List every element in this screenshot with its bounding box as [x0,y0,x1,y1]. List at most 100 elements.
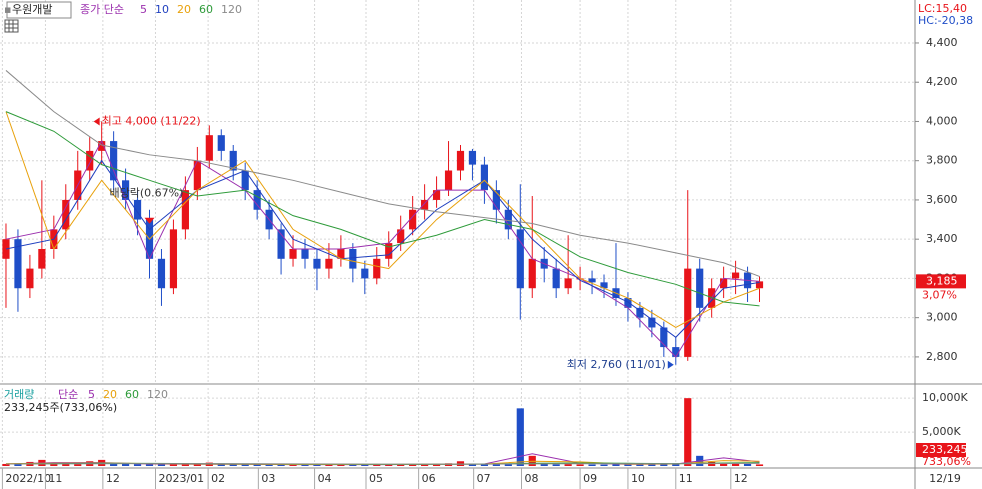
candle-body [528,258,536,289]
last-price-box [916,274,966,289]
volume-bar [2,463,10,466]
table-icon[interactable] [4,19,19,33]
annotation: 최저 2,760 (11/01) [567,358,666,371]
candle-body [205,135,213,161]
volume-bar [50,463,58,466]
volume-bar [169,463,178,466]
volume-bar [325,464,333,466]
candle-body [157,258,166,289]
y-tick-label: 3,800 [926,154,958,167]
candle-body [86,150,94,171]
volume-bar [265,464,273,466]
candle-body [492,190,500,210]
y-tick-label: 3,000 [926,311,958,324]
volume-bar [743,463,752,466]
candle-body [444,170,453,191]
volume-bar [133,464,142,466]
volume-bar [492,464,500,466]
candle-body [14,239,22,289]
volume-bar [660,463,668,466]
volume-bar [229,464,237,466]
volume-bar [576,464,584,466]
candle-body [660,327,668,348]
candle-body [337,248,345,259]
y-tick-label: 10,000K [922,391,968,404]
candle-body [672,347,680,357]
annotation: 배당락(0.67%) [110,187,184,200]
candle-body [480,164,488,191]
x-tick-label: 2023/01 [158,472,204,485]
x-tick-label: 11 [48,472,62,485]
change: 3,07% [922,288,957,301]
y-tick-label: 2,800 [926,350,958,363]
candle-body [361,268,369,279]
volume-bar [181,463,189,466]
candle-body [516,229,524,289]
legend-entry: 60 [125,388,139,401]
volume-bar [122,463,130,466]
volume-bar [504,463,512,466]
candle-body [98,141,106,151]
legend-entry: 60 [199,3,213,16]
candle-body [229,150,237,171]
volume-bar [241,464,249,466]
candle-body [181,190,189,230]
candle-body [755,281,764,289]
candle-body [624,298,632,308]
volume-moving-average [5,462,760,465]
moving-average [5,111,760,329]
volume-bar [409,464,417,466]
x-tick-label: 05 [369,472,383,485]
candle-body [385,243,393,259]
candle-body [241,170,249,191]
candle-body [504,209,512,230]
legend-entry: 20 [103,388,117,401]
volume-bar [720,463,728,466]
legend-entry: 10 [155,3,169,16]
y-tick-label: 4,400 [926,36,958,49]
last-price: 3,185 [926,274,958,287]
annotation: 최고 4,000 (11/22) [102,114,201,127]
volume-bar [421,463,429,466]
volume-bar [157,463,166,466]
candle-body [289,248,297,259]
volume-bar [349,464,357,466]
volume-bar [217,463,225,466]
candle-body [373,258,381,279]
candle-body [217,135,225,151]
volume-bar [74,464,82,466]
lc-label: LC:15,40 [918,2,967,15]
volume-bar [612,464,620,466]
date-label: 12/19 [929,472,961,485]
x-tick-label: 2022/10 [5,472,51,485]
candle-body [636,307,644,318]
volume-bar [193,464,201,466]
x-tick-label: 06 [422,472,436,485]
candle-body [277,229,285,259]
volume-bar [373,464,381,466]
volume-bar [684,398,692,466]
x-tick-label: 02 [211,472,225,485]
volume-bar [432,463,441,466]
candle-body [26,268,34,289]
x-tick-label: 07 [477,472,491,485]
title-box[interactable] [6,1,72,19]
candle-body [397,229,405,244]
candle-body [720,278,728,289]
x-tick-label: 09 [583,472,597,485]
volume-bar [516,408,524,466]
legend-entry: 5 [140,3,147,16]
ma-legend-label: 종가 단순 [80,3,124,16]
candle-body [169,229,178,289]
volume-ma-legend-label: 단순 [58,388,78,401]
x-tick-label: 12 [106,472,120,485]
candle-body [588,278,596,283]
candle-body [732,272,740,279]
candle-body [193,160,201,191]
volume-bar [145,464,154,466]
volume-bar [480,464,488,466]
volume-bar [289,464,297,466]
volume-bar [110,463,118,466]
candle-body [253,190,261,210]
volume-bar [62,463,70,466]
